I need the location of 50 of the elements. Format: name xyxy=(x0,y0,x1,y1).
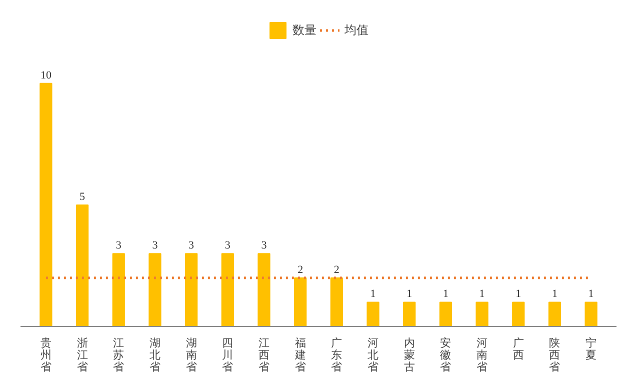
bar xyxy=(40,82,52,326)
x-tick-label: 广东省 xyxy=(331,336,342,374)
bar xyxy=(112,253,125,326)
x-tick-label: 江西省 xyxy=(258,338,270,374)
data-label: 3 xyxy=(188,240,195,252)
bar xyxy=(258,253,270,326)
bar xyxy=(366,302,380,326)
x-tick-label: 安徽省 xyxy=(440,336,452,374)
data-label: 5 xyxy=(80,190,86,203)
x-tick-label: 宁夏 xyxy=(586,336,597,362)
x-tick-label: 江苏省 xyxy=(113,338,124,374)
x-tick-label: 湖南省 xyxy=(186,338,197,374)
data-label: 1 xyxy=(588,288,594,300)
data-label: 1 xyxy=(552,288,558,300)
bar xyxy=(439,302,452,326)
x-tick-label: 广西 xyxy=(512,336,524,362)
data-label: 3 xyxy=(261,240,268,252)
x-tick-label: 河北省 xyxy=(368,338,379,374)
bar xyxy=(294,277,307,326)
bar xyxy=(76,204,89,326)
bar xyxy=(476,302,488,326)
data-label: 1 xyxy=(479,288,485,300)
x-tick-label: 陕西省 xyxy=(549,338,560,374)
bar xyxy=(403,302,416,326)
bar xyxy=(148,253,162,326)
data-label: 10 xyxy=(40,69,52,82)
x-tick-label: 四川省 xyxy=(222,338,234,374)
bar xyxy=(221,253,234,326)
data-label: 3 xyxy=(116,240,122,252)
data-label: 3 xyxy=(224,240,231,252)
bar xyxy=(330,277,343,326)
legend-label: 均值 xyxy=(344,22,368,38)
data-label: 3 xyxy=(152,240,158,252)
bar xyxy=(584,302,598,326)
data-label: 2 xyxy=(298,264,304,276)
bar xyxy=(512,302,525,326)
x-tick-label: 福建省 xyxy=(294,336,306,374)
legend-label: 数量 xyxy=(292,22,316,38)
x-tick-label: 贵州省 xyxy=(40,336,52,374)
x-tick-label: 内蒙古 xyxy=(404,336,415,374)
x-tick-label: 河南省 xyxy=(476,338,488,374)
bar xyxy=(184,253,198,326)
data-label: 1 xyxy=(442,288,448,300)
bar xyxy=(548,302,562,326)
data-label: 1 xyxy=(370,288,376,300)
data-label: 2 xyxy=(334,264,340,276)
x-tick-label: 湖北省 xyxy=(149,338,160,374)
x-tick-label: 浙江省 xyxy=(76,336,88,374)
data-label: 1 xyxy=(406,288,412,300)
data-label: 1 xyxy=(516,288,522,300)
